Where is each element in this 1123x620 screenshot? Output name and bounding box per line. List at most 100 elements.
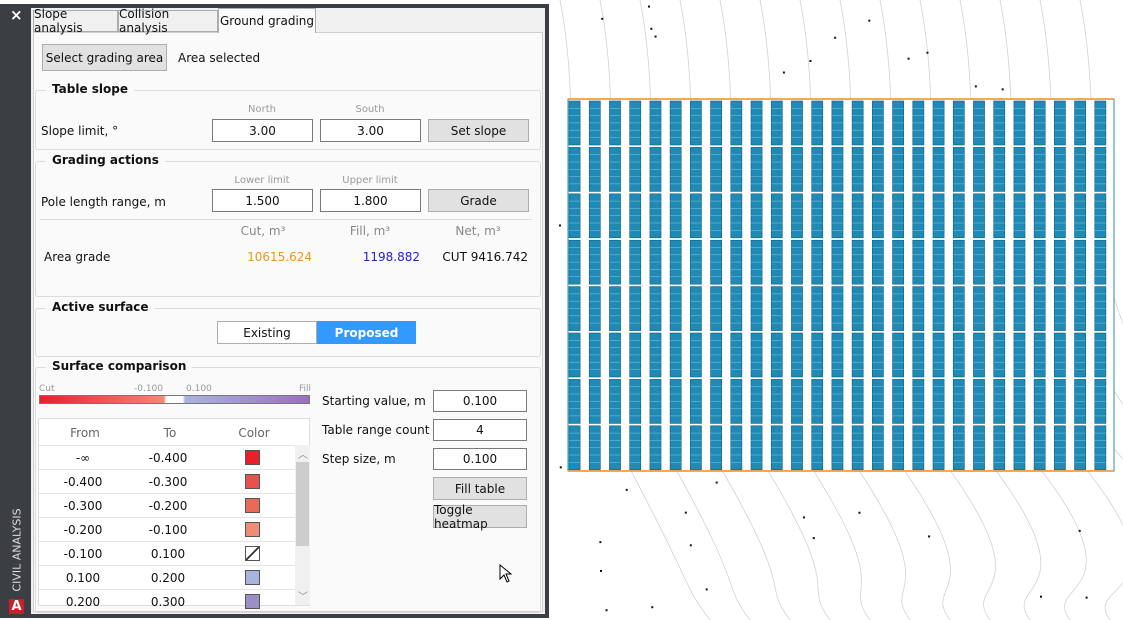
survey-point: [868, 19, 871, 22]
text-input[interactable]: 3.00: [320, 119, 421, 142]
survey-point: [605, 609, 608, 612]
range-table: From To Color -∞ -0.400 -0.400 -0.300 -0.300 -0.…: [38, 418, 310, 609]
color-swatch[interactable]: [245, 450, 260, 465]
survey-point: [689, 544, 692, 547]
row-label: Area grade: [44, 250, 111, 264]
text-input[interactable]: 3.00: [212, 119, 313, 142]
group-heading: Active surface: [46, 300, 155, 314]
group-heading: Table slope: [46, 82, 134, 96]
color-swatch[interactable]: [245, 546, 260, 561]
row-divider: [39, 565, 296, 566]
text-input[interactable]: 4: [433, 419, 527, 441]
cell-to: -0.300: [148, 475, 188, 489]
column-header: From: [70, 426, 100, 440]
cell-from: -0.400: [63, 475, 103, 489]
cut-value: 10615.624: [247, 250, 312, 264]
row-divider: [39, 493, 296, 494]
scroll-thumb[interactable]: [296, 462, 309, 546]
legend-label: Fill: [298, 384, 311, 394]
cell-from: -0.200: [63, 523, 103, 537]
survey-point: [1001, 88, 1004, 91]
toggle-option[interactable]: Existing: [217, 321, 317, 344]
cell-from: -∞: [75, 451, 91, 465]
survey-point: [599, 570, 602, 573]
column-header: Net, m³: [455, 224, 501, 238]
survey-point: [928, 535, 931, 538]
separator: [40, 219, 532, 220]
color-swatch[interactable]: [245, 570, 260, 585]
field-caption: North: [248, 104, 276, 115]
survey-point: [926, 51, 929, 54]
group-box: [35, 161, 541, 297]
fill-value: 1198.882: [362, 250, 420, 264]
text-input[interactable]: 1.800: [320, 189, 421, 212]
survey-point: [1039, 595, 1042, 598]
text-input[interactable]: 0.100: [433, 390, 527, 412]
cell-to: -0.400: [148, 451, 188, 465]
color-swatch[interactable]: [245, 594, 260, 609]
column-header: To: [163, 426, 177, 440]
row-divider: [39, 469, 296, 470]
color-swatch[interactable]: [245, 474, 260, 489]
survey-point: [684, 511, 687, 514]
survey-point: [601, 17, 604, 20]
close-button[interactable]: ×: [10, 6, 23, 24]
cell-from: 0.200: [65, 595, 101, 609]
cell-to: 0.300: [150, 595, 186, 609]
field-caption: South: [355, 104, 385, 115]
field-label: Slope limit, °: [41, 124, 119, 138]
tab-active[interactable]: Ground grading: [218, 8, 316, 33]
group-heading: Surface comparison: [46, 359, 193, 373]
tab[interactable]: Collision analysis: [118, 7, 218, 35]
legend-label: -0.100: [133, 384, 163, 394]
field-caption: Upper limit: [342, 175, 398, 186]
grade-button[interactable]: Grade: [428, 189, 529, 212]
mouse-cursor: [499, 564, 513, 583]
cell-from: 0.100: [65, 571, 101, 585]
action-button[interactable]: Fill table: [433, 477, 527, 500]
color-swatch[interactable]: [245, 522, 260, 537]
survey-point: [812, 537, 815, 540]
field-label: Pole length range, m: [41, 195, 166, 209]
field-label: Table range count: [322, 423, 430, 437]
gradient-bar: [39, 395, 310, 404]
survey-point: [650, 27, 653, 30]
text-input[interactable]: 0.100: [433, 448, 527, 470]
survey-point: [559, 466, 562, 469]
survey-point: [858, 511, 861, 514]
net-value: CUT 9416.742: [442, 250, 528, 264]
toggle-option-selected[interactable]: Proposed: [317, 321, 416, 344]
action-button[interactable]: Toggle heatmap: [433, 503, 527, 531]
cell-to: 0.100: [150, 547, 186, 561]
survey-point: [782, 71, 785, 74]
survey-point: [715, 481, 718, 484]
row-divider: [39, 445, 296, 446]
survey-point: [651, 606, 654, 609]
cell-from: -0.100: [63, 547, 103, 561]
field-label: Step size, m: [322, 452, 396, 466]
survey-point: [907, 57, 910, 60]
set-slope-button[interactable]: Set slope: [428, 119, 529, 142]
survey-point: [1078, 529, 1081, 532]
color-swatch[interactable]: [245, 498, 260, 513]
survey-point: [974, 85, 977, 88]
scroll-up[interactable]: ︿: [298, 450, 308, 461]
text-input[interactable]: 1.500: [212, 189, 313, 212]
survey-point: [599, 541, 602, 544]
cell-to: -0.200: [148, 499, 188, 513]
survey-point: [1085, 596, 1088, 599]
column-header: Fill, m³: [349, 224, 391, 238]
survey-point: [647, 5, 650, 8]
select-area-button[interactable]: Select grading area: [42, 44, 167, 71]
status-text: Area selected: [178, 51, 261, 65]
group-box: [35, 308, 541, 357]
field-label: Starting value, m: [322, 394, 426, 408]
tab[interactable]: Slope analysis: [33, 7, 118, 35]
app-logo: A: [9, 599, 24, 614]
scroll-down[interactable]: ﹀: [298, 592, 308, 603]
column-header: Cut, m³: [240, 224, 286, 238]
legend-label: Cut: [39, 384, 55, 394]
survey-point: [834, 36, 837, 39]
